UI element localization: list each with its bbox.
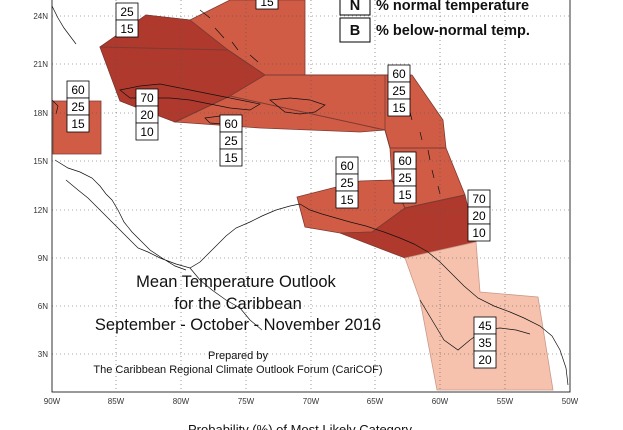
- prob-box-trinidad-guyana: 70 20 10: [467, 189, 491, 242]
- prob-value: 45: [478, 319, 492, 333]
- prob-box-leewards: 60 25 15: [387, 64, 411, 117]
- coastlines: [51, 5, 569, 386]
- credit-line-2: The Caribbean Regional Climate Outlook F…: [93, 364, 382, 376]
- prob-box-abc: 60 25 15: [335, 156, 359, 209]
- prob-value: 15: [340, 193, 354, 207]
- lat-label: 21N: [33, 60, 48, 69]
- title-line-1: Mean Temperature Outlook: [136, 273, 336, 291]
- lat-label: 24N: [33, 12, 48, 21]
- lat-label: 18N: [33, 109, 48, 118]
- lat-label: 9N: [38, 254, 48, 263]
- prob-value: 20: [472, 209, 486, 223]
- lon-label: 55W: [497, 397, 514, 406]
- lat-label: 15N: [33, 157, 48, 166]
- prob-value: 25: [398, 171, 412, 185]
- south-america-coast: [189, 203, 569, 386]
- title-line-3: September - October - November 2016: [95, 316, 381, 334]
- legend: N % normal temperature B % below-normal …: [339, 0, 530, 43]
- legend-text: % normal temperature: [376, 0, 529, 14]
- prob-value: 15: [224, 151, 238, 165]
- prob-value: 70: [140, 91, 154, 105]
- title-block: Mean Temperature Outlook for the Caribbe…: [93, 273, 382, 376]
- lon-label: 80W: [173, 397, 190, 406]
- prob-value: 25: [392, 84, 406, 98]
- lon-label: 50W: [562, 397, 579, 406]
- lon-label: 85W: [108, 397, 125, 406]
- prob-value: 25: [71, 100, 85, 114]
- prob-value: 60: [224, 117, 238, 131]
- prob-value: 15: [398, 188, 412, 202]
- legend-key-box: [339, 17, 371, 43]
- prob-value: 25: [340, 176, 354, 190]
- prob-value: 20: [478, 353, 492, 367]
- credit-line-1: Prepared by: [208, 350, 268, 362]
- prob-value: 10: [472, 226, 486, 240]
- prob-value: 15: [392, 101, 406, 115]
- prob-value: 35: [478, 336, 492, 350]
- prob-box-bahamas-right: 15: [255, 0, 279, 10]
- region-guianas: [404, 241, 554, 391]
- lon-label: 90W: [44, 397, 61, 406]
- prob-value: 60: [398, 154, 412, 168]
- footer-caption: Probability (%) of Most Likely Category: [188, 422, 412, 430]
- prob-value: 10: [140, 125, 154, 139]
- lat-label: 6N: [38, 302, 48, 311]
- prob-value: 60: [71, 83, 85, 97]
- lon-label: 75W: [238, 397, 255, 406]
- guyana-inland: [419, 299, 531, 351]
- cuba-coast: [119, 83, 261, 111]
- lat-label: 12N: [33, 206, 48, 215]
- prob-value: 20: [140, 108, 154, 122]
- prob-value: 25: [120, 5, 134, 19]
- lon-label: 70W: [303, 397, 320, 406]
- prob-box-guianas: 45 35 20: [473, 316, 497, 369]
- prob-boxes: 25 15 15 60 25 15 70 20 10: [66, 0, 497, 369]
- prob-value: 70: [472, 192, 486, 206]
- hispaniola-coast: [269, 97, 326, 115]
- mexico-coast: [51, 5, 77, 115]
- prob-value: 25: [224, 134, 238, 148]
- prob-box-belize: 60 25 15: [66, 80, 90, 133]
- lon-label: 65W: [367, 397, 384, 406]
- legend-key: B: [350, 23, 360, 39]
- legend-text: % below-normal temp.: [376, 23, 530, 39]
- legend-key-box: [339, 0, 371, 16]
- prob-box-bahamas-top: 25 15: [115, 2, 139, 38]
- central-america-coast: [54, 159, 301, 271]
- prob-value: 60: [340, 159, 354, 173]
- title-line-2: for the Caribbean: [174, 295, 302, 313]
- region-borders-2: [174, 95, 386, 131]
- lesser-antilles: [409, 111, 441, 195]
- lat-label: 3N: [38, 350, 48, 359]
- region-borders-3: [384, 129, 446, 149]
- prob-box-haiti: 60 25 15: [219, 114, 243, 167]
- prob-value: 60: [392, 67, 406, 81]
- prob-value: 15: [120, 22, 134, 36]
- prob-box-windwards: 60 25 15: [393, 151, 417, 204]
- lon-label: 60W: [432, 397, 449, 406]
- region-borders: [99, 46, 410, 76]
- prob-value: 15: [260, 0, 274, 9]
- lat-labels: 24N 21N 18N 15N 12N 9N 6N 3N: [33, 12, 48, 359]
- lon-labels: 90W 85W 80W 75W 70W 65W 60W 55W 50W: [44, 397, 579, 406]
- legend-key: N: [350, 0, 360, 14]
- prob-value: 15: [71, 117, 85, 131]
- bahamas-islands: [199, 9, 259, 63]
- gridlines: [52, 0, 570, 392]
- prob-box-cuba-jamaica: 70 20 10: [135, 88, 159, 141]
- map-border: [51, 0, 571, 393]
